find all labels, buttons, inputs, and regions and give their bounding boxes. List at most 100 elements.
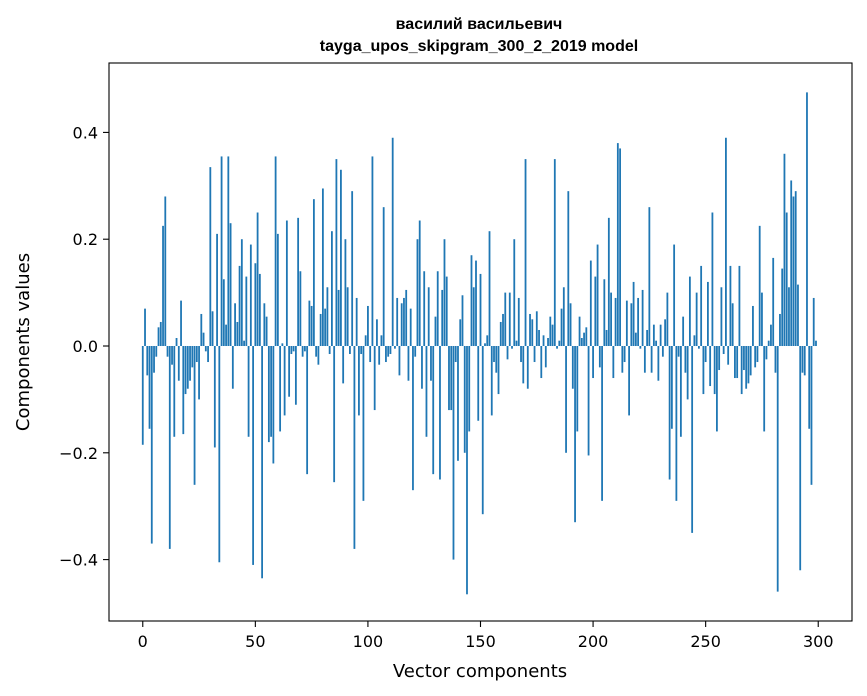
bar — [171, 346, 173, 365]
bar — [770, 324, 772, 347]
bar — [466, 346, 468, 595]
bar — [752, 305, 754, 347]
bar — [213, 346, 216, 448]
bar — [272, 346, 275, 464]
bar — [448, 346, 450, 411]
y-tick-label: −0.4 — [59, 551, 98, 570]
bar — [779, 313, 781, 347]
bar — [382, 207, 385, 346]
bar — [601, 346, 603, 501]
bar — [405, 289, 408, 347]
bar — [175, 338, 178, 347]
bar — [263, 303, 266, 347]
bar — [797, 284, 799, 347]
bar — [574, 346, 576, 523]
bar — [231, 346, 234, 389]
bar — [445, 276, 448, 347]
bar — [141, 346, 144, 445]
bar — [252, 346, 254, 565]
bar — [351, 191, 354, 346]
bar — [569, 303, 572, 347]
x-axis: 0 50 100 150 200 250 300 — [138, 621, 834, 651]
bar — [443, 239, 446, 346]
bar — [461, 295, 464, 347]
bar — [722, 346, 725, 355]
bar — [603, 279, 606, 347]
bar — [763, 346, 766, 432]
bar — [425, 346, 428, 437]
bar — [159, 321, 162, 347]
bar — [432, 346, 435, 475]
bar — [222, 279, 225, 347]
bar — [186, 346, 189, 389]
bar — [686, 346, 689, 400]
bar — [675, 346, 678, 501]
bar — [400, 303, 403, 347]
bar — [679, 346, 682, 437]
bar — [522, 346, 525, 384]
y-tick-label: −0.2 — [59, 444, 98, 463]
bar — [513, 239, 516, 346]
bar — [184, 346, 187, 395]
bar — [238, 265, 241, 347]
bar — [292, 346, 295, 352]
bar — [529, 313, 531, 347]
bar — [285, 220, 288, 346]
bar — [371, 156, 374, 346]
bar — [312, 199, 315, 346]
bar — [707, 281, 709, 347]
bar — [153, 346, 155, 373]
bar — [709, 346, 712, 387]
bar — [668, 346, 671, 480]
bar — [781, 268, 784, 347]
bar — [783, 153, 786, 347]
bar — [191, 346, 194, 368]
bar — [630, 303, 633, 347]
bar — [616, 143, 619, 347]
bar — [180, 300, 182, 347]
bar — [457, 346, 459, 461]
bar — [628, 346, 630, 416]
bar — [362, 346, 365, 501]
bar — [607, 217, 610, 346]
bar — [774, 346, 777, 373]
y-tick-label: 0.2 — [73, 230, 98, 249]
chart-subtitle: tayga_upos_skipgram_300_2_2019 model — [320, 38, 638, 55]
bar — [511, 346, 513, 349]
bar — [691, 346, 694, 533]
bar — [229, 223, 232, 346]
bar — [747, 346, 750, 384]
bar — [421, 346, 423, 389]
bar — [396, 297, 399, 347]
x-tick-label: 150 — [465, 632, 496, 651]
bar — [729, 265, 732, 347]
bar — [328, 346, 331, 355]
bar — [562, 287, 565, 347]
bar — [580, 338, 583, 347]
bar — [358, 346, 360, 416]
x-tick-label: 200 — [578, 632, 609, 651]
bar — [531, 319, 534, 347]
bar — [504, 292, 507, 347]
y-tick-label: 0.0 — [73, 337, 98, 356]
bar — [659, 324, 662, 347]
bar — [799, 346, 802, 571]
bar — [711, 212, 714, 346]
bar — [148, 346, 151, 429]
bar — [815, 340, 817, 347]
bar — [254, 263, 257, 347]
bar — [738, 265, 741, 347]
bar — [666, 292, 669, 347]
bar — [261, 346, 263, 579]
bar — [207, 346, 209, 363]
bar — [605, 329, 608, 347]
bar — [394, 346, 396, 349]
bar — [515, 340, 518, 347]
bar — [340, 169, 342, 346]
bar — [749, 346, 752, 376]
bar — [734, 346, 736, 379]
bar — [385, 346, 387, 363]
bar — [502, 313, 504, 347]
bar — [335, 159, 338, 346]
